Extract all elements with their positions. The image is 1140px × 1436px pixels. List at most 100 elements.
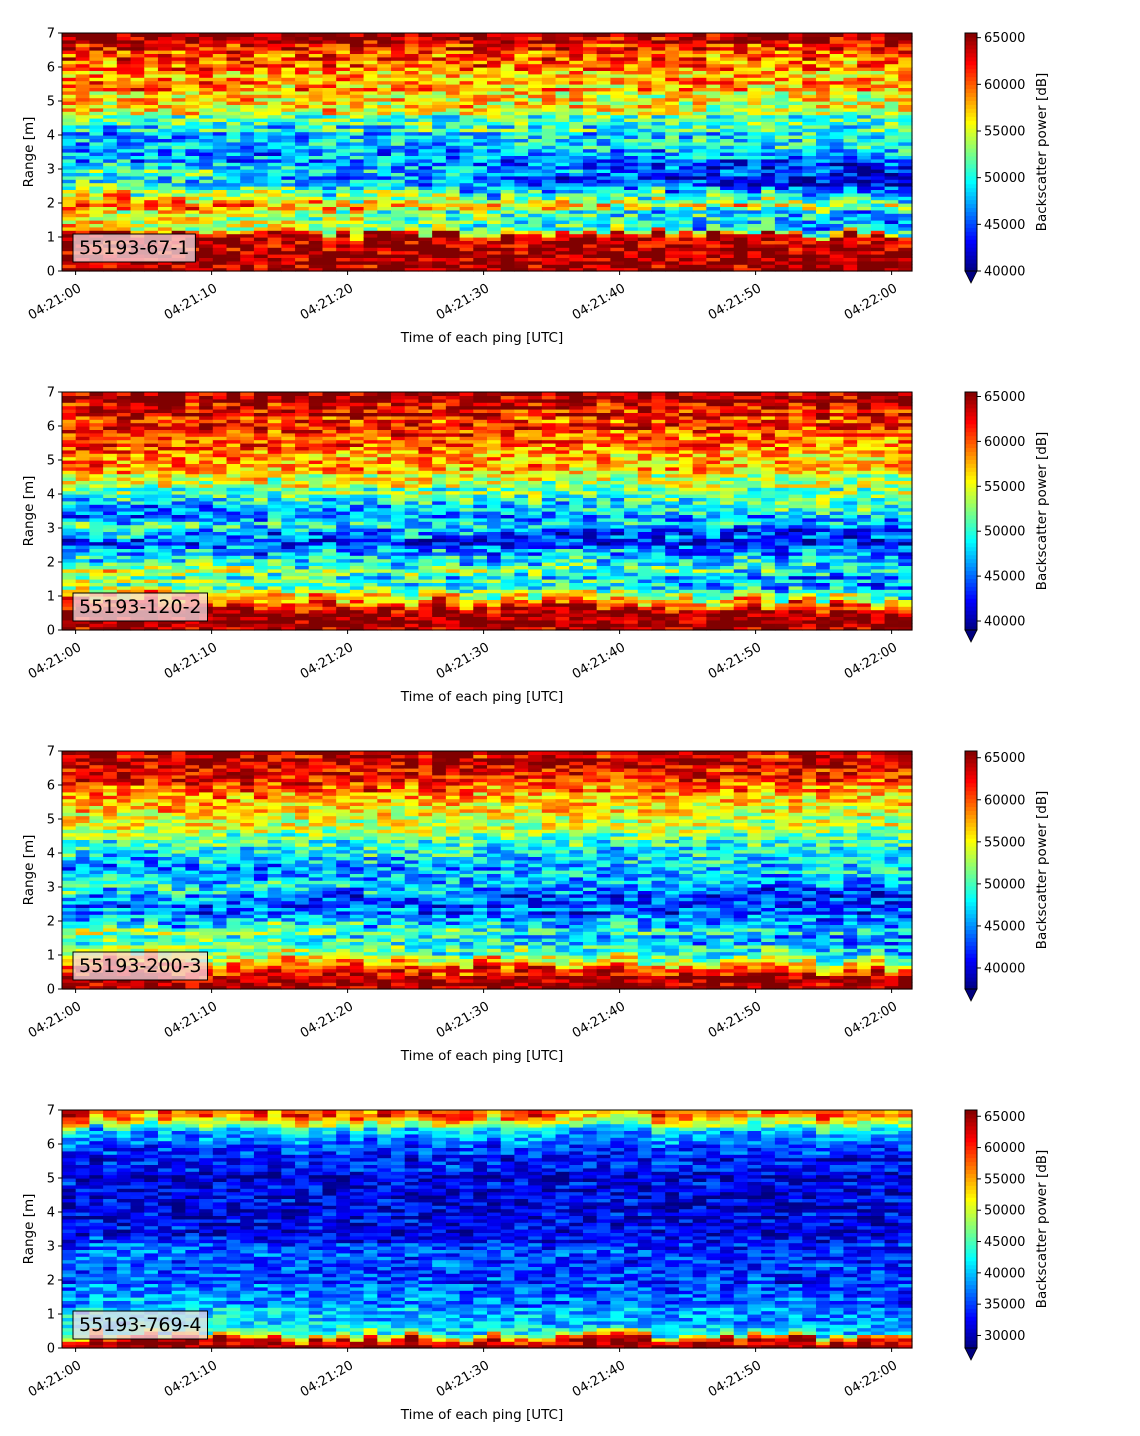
ping-column (788, 392, 803, 631)
y-tick-label: 2 (47, 1274, 55, 1289)
colorbar-step (965, 842, 977, 847)
colorbar-tick-label: 40000 (984, 615, 1025, 630)
colorbar-step (965, 44, 977, 50)
ping-column (829, 751, 845, 990)
colorbar-step (965, 443, 977, 449)
ping-column (391, 33, 406, 272)
colorbar-step (965, 80, 977, 86)
y-tick-label: 3 (47, 522, 55, 537)
colorbar-step (965, 933, 977, 938)
ping-column (678, 392, 694, 631)
colorbar-step (965, 411, 977, 417)
ping-column (774, 751, 790, 990)
colorbar-step (965, 140, 977, 145)
colorbar-step (965, 1240, 977, 1246)
panel-label-box (72, 233, 196, 263)
colorbar-step (965, 1324, 977, 1329)
colorbar-step (965, 183, 977, 189)
echogram-image (62, 392, 913, 631)
colorbar-step (965, 1117, 977, 1123)
y-axis-label: Range [m] (21, 476, 37, 547)
colorbar-step (965, 1201, 977, 1206)
colorbar-step (965, 203, 977, 209)
colorbar-step (965, 953, 977, 958)
ping-column (747, 751, 762, 990)
y-tick-label: 4 (47, 847, 55, 862)
colorbar-tick-label: 45000 (984, 919, 1025, 934)
colorbar-step (965, 1129, 977, 1135)
panel-label-text: 55193-67-1 (79, 237, 189, 259)
x-tick-label: 04:21:10 (162, 281, 220, 323)
ping-column (322, 392, 337, 631)
colorbar-step (965, 399, 977, 405)
ping-column (281, 1110, 296, 1349)
panel-label: 55193-769-4 (72, 1310, 208, 1340)
colorbar-label: Backscatter power [dB] (1034, 791, 1050, 950)
y-tick-label: 6 (47, 779, 55, 794)
ping-column (459, 751, 474, 990)
colorbar-tick-label: 55000 (984, 835, 1025, 850)
ping-column (226, 751, 241, 990)
ping-column (637, 751, 653, 990)
ping-column (391, 751, 406, 990)
y-axis-label: Range [m] (21, 835, 37, 906)
colorbar-step (965, 227, 977, 232)
ping-column (857, 751, 872, 990)
ping-column (487, 1110, 502, 1349)
ping-column (870, 1110, 886, 1349)
ping-column (445, 751, 461, 990)
colorbar-step (965, 499, 977, 504)
colorbar-step (965, 475, 977, 480)
ping-column (514, 392, 529, 631)
ping-column (349, 33, 365, 272)
colorbar-tick-label: 50000 (984, 171, 1025, 186)
y-tick-label: 4 (47, 1206, 55, 1221)
ping-column (555, 751, 570, 990)
colorbar-step (965, 937, 977, 942)
colorbar-step (965, 124, 977, 129)
colorbar-step (965, 112, 977, 117)
ping-column (377, 1110, 392, 1349)
colorbar-step (965, 1113, 977, 1119)
colorbar-step (965, 598, 977, 603)
panel-label-box (72, 951, 208, 981)
ping-column (487, 33, 502, 272)
colorbar-step (965, 108, 977, 113)
colorbar-step (965, 866, 977, 871)
ping-column (843, 33, 858, 272)
x-tick-label: 04:21:00 (26, 640, 84, 682)
colorbar-tick-label: 30000 (984, 1329, 1025, 1344)
colorbar-step (965, 514, 977, 520)
ping-column (843, 392, 858, 631)
x-tick-label: 04:21:50 (706, 999, 764, 1041)
colorbar-step (965, 1276, 977, 1282)
y-tick-label: 7 (47, 386, 55, 401)
colorbar-step (965, 88, 977, 93)
colorbar-step (965, 1288, 977, 1293)
colorbar-step (965, 1161, 977, 1167)
y-tick-label: 5 (47, 813, 55, 828)
ping-column (788, 33, 803, 272)
colorbar-step (965, 534, 977, 540)
echogram-image (62, 1110, 913, 1349)
ping-column (473, 392, 488, 631)
y-tick-label: 3 (47, 881, 55, 896)
ping-column (678, 33, 694, 272)
y-axis-label: Range [m] (21, 1194, 37, 1265)
axes-frame (61, 1109, 913, 1349)
colorbar-step (965, 1312, 977, 1317)
colorbar-step (965, 255, 977, 260)
colorbar-step (965, 148, 977, 153)
colorbar-step (965, 981, 977, 986)
ping-column (445, 1110, 461, 1349)
ping-column (377, 751, 392, 990)
colorbar-step (965, 945, 977, 950)
ping-column (541, 1110, 557, 1349)
colorbar: 40000 45000 50000 55000 60000 65000 Backscatte… (964, 390, 1050, 643)
colorbar-step (965, 822, 977, 827)
colorbar-step (965, 770, 977, 776)
ping-column (747, 1110, 762, 1349)
ping-column (733, 33, 749, 272)
colorbar-step (965, 463, 977, 468)
x-tick-label: 04:22:00 (842, 281, 900, 323)
